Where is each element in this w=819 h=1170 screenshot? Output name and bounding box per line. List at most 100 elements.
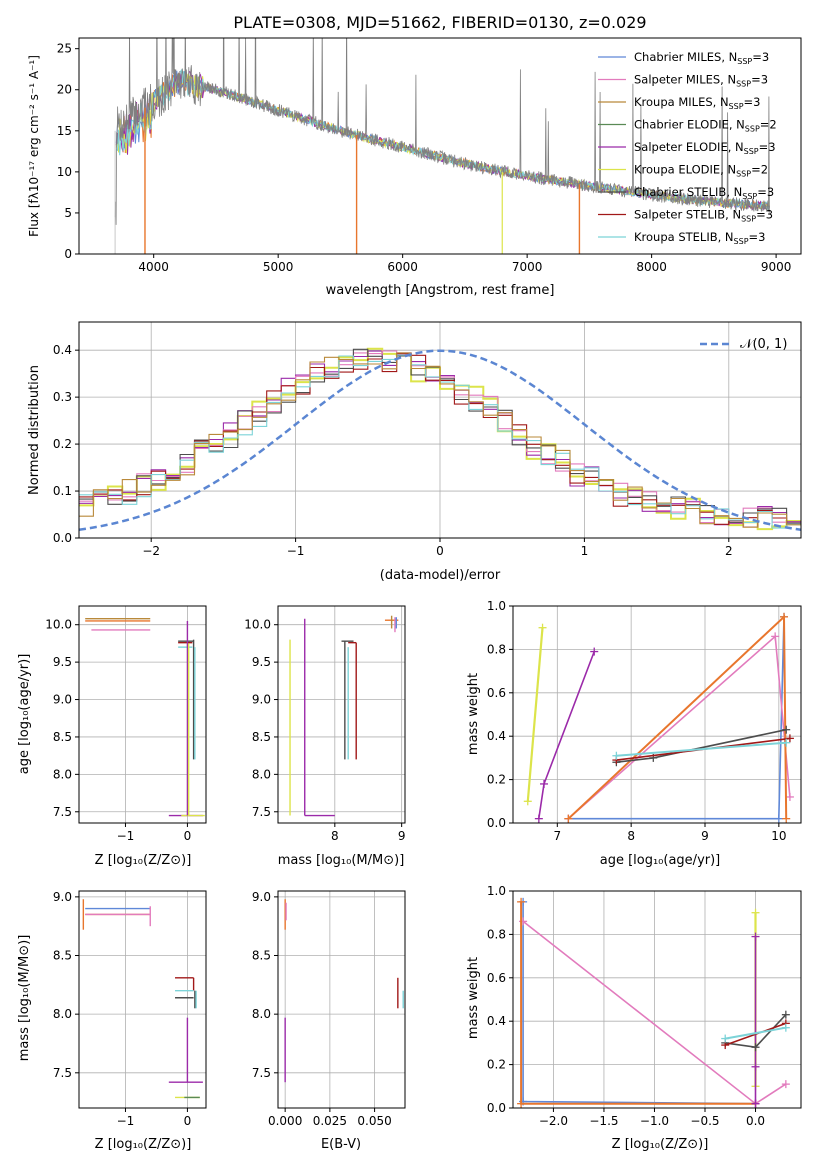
legend-subscript: SSP (736, 80, 751, 89)
mass-weight-line (538, 651, 595, 819)
figure-title: PLATE=0308, MJD=51662, FIBERID=0130, z=0… (233, 13, 646, 32)
x-tick-label: −0.5 (690, 1114, 719, 1128)
x-tick-label: 8 (331, 829, 339, 843)
age-weight-ylabel: mass weight (466, 673, 481, 755)
mass-weight-line (616, 741, 787, 757)
y-tick-label: 0.6 (487, 971, 506, 985)
y-tick-label: 9.0 (53, 693, 72, 707)
legend-label: Salpeter MILES, NSSP=3 (634, 73, 768, 89)
legend-value: =2 (760, 118, 777, 132)
y-tick-label: 7.5 (252, 1066, 271, 1080)
legend-value: =3 (756, 208, 773, 222)
spectrum-ylabel: Flux [fλ10⁻¹⁷ erg cm⁻² s⁻¹ A⁻¹] (27, 55, 41, 237)
y-tick-label: 7.5 (53, 1066, 72, 1080)
x-tick-label: −1 (117, 829, 135, 843)
z-age-axes-frame (78, 605, 207, 824)
mass-weight-line (724, 1022, 787, 1046)
x-tick-label: 1 (581, 544, 589, 558)
spectrum-panel: 4000 5000 6000 7000 8000 9000 0 5 10 15 20 25 wavel… (27, 37, 802, 298)
y-tick-label: 8.0 (252, 1007, 271, 1021)
y-tick-label: 25 (57, 42, 72, 56)
residual-plot-area: −2 −1 0 1 2 0.0 0.1 0.2 0.3 0.4 (53, 322, 801, 558)
spectrum-legend: Chabrier MILES, NSSP=3 Salpeter MILES, NS… (598, 50, 777, 246)
y-tick-label: 0.4 (487, 729, 506, 743)
y-tick-label: 7.5 (53, 805, 72, 819)
y-tick-label: 10.0 (244, 618, 271, 632)
x-tick-label: −1 (117, 1114, 135, 1128)
x-tick-label: 0.0 (746, 1114, 765, 1128)
y-tick-label: 20 (57, 83, 72, 97)
y-tick-label: 0.8 (487, 927, 506, 941)
y-tick-label: 0.2 (487, 773, 506, 787)
y-tick-label: 0.0 (487, 1101, 506, 1115)
y-tick-label: 0.0 (487, 816, 506, 830)
y-tick-label: 8.0 (53, 767, 72, 781)
legend-label: Chabrier MILES, NSSP=3 (634, 50, 769, 66)
x-tick-label: −2 (142, 544, 160, 558)
y-tick-label: 8.5 (252, 730, 271, 744)
y-tick-label: 9.0 (252, 693, 271, 707)
y-tick-label: 0.4 (487, 1014, 506, 1028)
y-tick-label: 9.5 (252, 655, 271, 669)
mass-weight-line (725, 1026, 786, 1040)
legend-label: Chabrier STELIB, NSSP=3 (634, 185, 774, 201)
mass-age-xlabel: mass [log₁₀(M/M⊙)] (278, 853, 405, 868)
legend-subscript: SSP (745, 125, 760, 134)
spectrum-plot-area: 4000 5000 6000 7000 8000 9000 0 5 10 15 20 25 (57, 38, 792, 274)
data-spectrum-line (114, 38, 771, 225)
legend-subscript: SSP (742, 192, 757, 201)
y-tick-label: 9.0 (53, 890, 72, 904)
z-age-xlabel: Z [log₁₀(Z/Z⊙)] (95, 853, 192, 868)
z-age-ylabel: age [log₁₀(age/yr)] (17, 654, 32, 775)
y-tick-label: 8.0 (53, 1007, 72, 1021)
y-tick-label: 0.8 (487, 642, 506, 656)
legend-label: Salpeter STELIB, NSSP=3 (634, 208, 773, 224)
x-tick-label: 7 (553, 829, 561, 843)
legend-label: Kroupa MILES, NSSP=3 (634, 95, 760, 111)
y-tick-label: 5 (64, 206, 72, 220)
x-tick-label: 0 (436, 544, 444, 558)
legend-value: =3 (749, 230, 766, 244)
mass-weight-line (567, 614, 788, 820)
z-weight-ylabel: mass weight (466, 957, 481, 1039)
x-tick-label: 2 (725, 544, 733, 558)
x-tick-label: −2.0 (539, 1114, 568, 1128)
y-tick-label: 0.0 (53, 531, 72, 545)
y-tick-label: 0.3 (53, 390, 72, 404)
mass-weight-line (526, 627, 544, 802)
y-tick-label: 8.5 (53, 949, 72, 963)
x-tick-label: 9 (701, 829, 709, 843)
y-tick-label: 10.0 (45, 618, 72, 632)
x-tick-label: 9000 (761, 260, 792, 274)
age-weight-axes-frame (512, 605, 802, 824)
y-tick-label: 9.5 (53, 655, 72, 669)
z-age-plot-area: −1 0 7.5 8.0 8.5 9.0 9.5 10.0 (45, 606, 206, 843)
residual-legend: 𝒩(0, 1) (700, 337, 787, 352)
age-weight-plot-area: 7 8 9 10 0.0 0.2 0.4 0.6 0.8 1.0 (487, 599, 801, 843)
legend-subscript: SSP (737, 57, 752, 66)
y-tick-label: 0 (64, 247, 72, 261)
mass-weight-line (522, 901, 756, 1105)
legend-value: =3 (757, 185, 774, 199)
mass-weight-line (520, 901, 756, 1105)
x-tick-label: 6000 (387, 260, 418, 274)
y-tick-label: 8.5 (252, 949, 271, 963)
z-mass-ylabel: mass [log₁₀(M/M⊙)] (17, 935, 32, 1062)
y-tick-label: 7.5 (252, 805, 271, 819)
x-tick-label: 7000 (512, 260, 543, 274)
y-tick-label: 0.2 (53, 437, 72, 451)
y-tick-label: 1.0 (487, 884, 506, 898)
legend-value: =3 (744, 95, 761, 109)
legend-subscript: SSP (734, 237, 749, 246)
legend-subscript: SSP (729, 102, 744, 111)
x-tick-label: 0 (184, 829, 192, 843)
spectrum-xlabel: wavelength [Angstrom, rest frame] (326, 283, 555, 298)
y-tick-label: 10 (57, 165, 72, 179)
x-tick-label: 4000 (138, 260, 169, 274)
legend-subscript: SSP (744, 147, 759, 156)
spectrum-axes-frame (78, 37, 802, 255)
z-mass-xlabel: Z [log₁₀(Z/Z⊙)] (95, 1137, 192, 1152)
z-age-panel: −1 0 7.5 8.0 8.5 9.0 9.5 10.0 Z [log₁₀(Z/Z⊙)] a… (17, 605, 207, 868)
legend-value: =3 (752, 50, 769, 64)
